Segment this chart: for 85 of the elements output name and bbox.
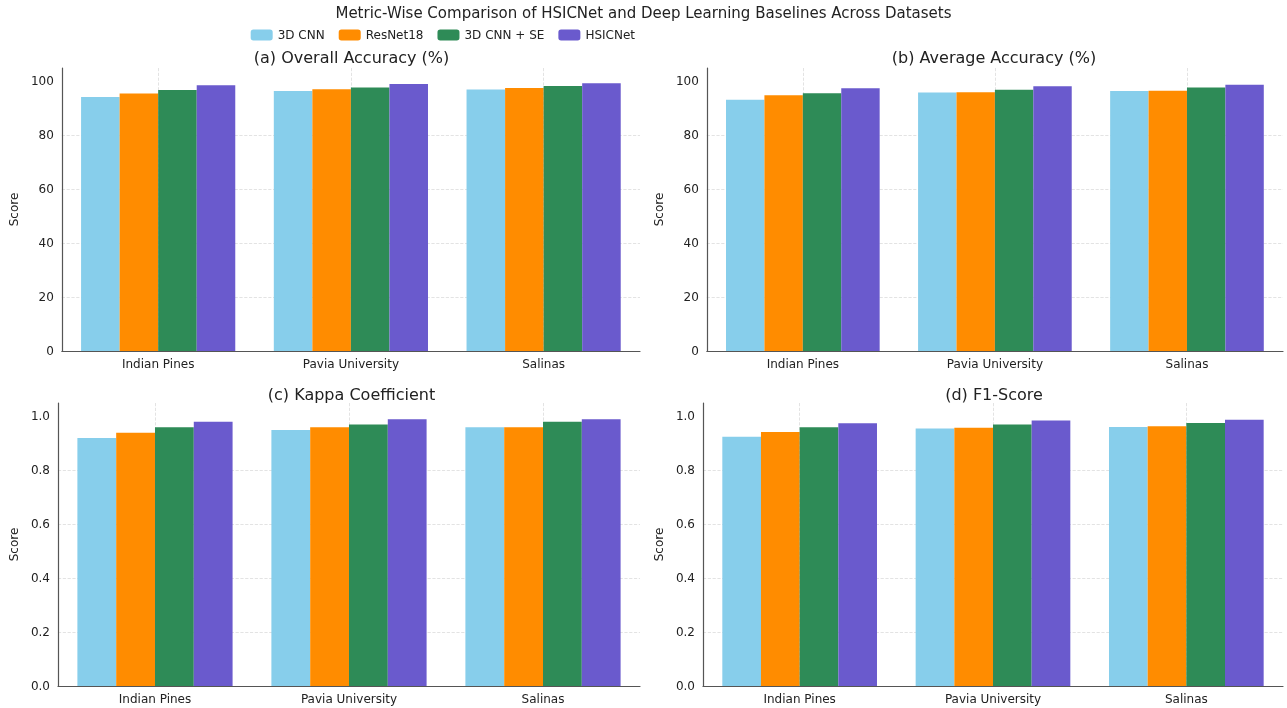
bar (918, 92, 957, 351)
bar (726, 99, 765, 351)
y-tick-label: 60 (38, 182, 54, 197)
chart-title: (b) Average Accuracy (%) (891, 47, 1097, 67)
y-tick-label: 0.4 (30, 571, 50, 586)
bar (1186, 422, 1225, 686)
bar (543, 421, 582, 686)
legend-label: 3D CNN (277, 28, 325, 42)
chart-title: (c) Kappa Coefficient (267, 384, 436, 404)
y-tick-label: 20 (38, 290, 54, 305)
y-tick-label: 40 (38, 236, 54, 251)
bar (581, 419, 621, 686)
y-tick-label: 1.0 (675, 409, 695, 424)
bar (1225, 84, 1264, 351)
bar (841, 88, 880, 351)
y-tick-label: 0.8 (30, 463, 50, 478)
x-tick-label: Indian Pines (121, 357, 195, 371)
bar (1147, 426, 1187, 686)
bar (915, 428, 955, 686)
x-tick-label: Indian Pines (766, 357, 840, 371)
y-tick-label: 100 (30, 74, 54, 89)
bar (722, 436, 761, 686)
text: Metric-Wise Comparison of HSICNet and Deep Learning Baselines Across Datasets (334, 4, 953, 22)
bar (465, 427, 505, 686)
y-tick-label: 60 (683, 182, 699, 197)
y-tick-label: 0.4 (675, 571, 695, 586)
y-tick-label: 0.8 (675, 463, 695, 478)
bar (1031, 420, 1071, 686)
bar (348, 424, 388, 686)
bar (956, 92, 995, 351)
x-tick-label: Pavia University (300, 692, 398, 706)
y-axis-title: Score (7, 192, 21, 227)
y-tick-label: 1.0 (30, 409, 50, 424)
y-axis-title: Score (652, 527, 666, 562)
bar (802, 93, 842, 351)
x-tick-label: Indian Pines (763, 692, 836, 706)
bar (387, 419, 427, 686)
x-tick-label: Salinas (1165, 357, 1209, 371)
x-tick-label: Pavia University (946, 357, 1043, 371)
legend-label: HSICNet (585, 28, 636, 42)
bar (764, 95, 803, 351)
y-tick-label: 40 (683, 236, 699, 251)
bar (994, 89, 1034, 351)
bar (1033, 86, 1072, 351)
bar (1225, 419, 1264, 686)
y-axis-title: Score (652, 192, 666, 227)
bar (310, 427, 349, 686)
y-tick-label: 0 (46, 344, 54, 358)
y-tick-label: 0.0 (30, 679, 50, 693)
chart-title: (a) Overall Accuracy (%) (253, 47, 450, 67)
bar (992, 424, 1032, 686)
bar (760, 432, 800, 686)
y-tick-label: 80 (38, 128, 54, 143)
bar (1110, 90, 1149, 351)
bar (838, 423, 877, 686)
bar (799, 427, 839, 686)
legend-label: ResNet18 (365, 28, 424, 42)
bar (154, 427, 194, 686)
y-tick-label: 0 (691, 344, 699, 358)
x-tick-label: Indian Pines (118, 692, 192, 706)
x-tick-label: Salinas (521, 692, 565, 706)
x-tick-label: Salinas (1164, 692, 1208, 706)
y-tick-label: 0.6 (675, 517, 695, 532)
bar (1109, 426, 1148, 686)
chart-title: (d) F1-Score (945, 384, 1043, 404)
y-tick-label: 0.6 (30, 517, 50, 532)
y-tick-label: 20 (683, 290, 699, 305)
y-tick-label: 100 (675, 74, 699, 89)
x-tick-label: Pavia University (944, 692, 1042, 706)
bar (954, 427, 993, 686)
bar (193, 421, 233, 686)
legend-label: 3D CNN + SE (464, 28, 545, 42)
bar (1186, 87, 1226, 351)
y-tick-label: 80 (683, 128, 699, 143)
bar (116, 432, 155, 686)
y-tick-label: 0.2 (675, 625, 695, 640)
bar (1148, 90, 1187, 351)
y-axis-title: Score (7, 527, 21, 562)
bar (77, 438, 117, 686)
y-tick-label: 0.2 (30, 625, 50, 640)
x-tick-label: Pavia University (302, 357, 399, 371)
x-tick-label: Salinas (522, 357, 566, 371)
bar (271, 429, 311, 686)
bar (504, 427, 543, 686)
y-tick-label: 0.0 (675, 679, 695, 693)
